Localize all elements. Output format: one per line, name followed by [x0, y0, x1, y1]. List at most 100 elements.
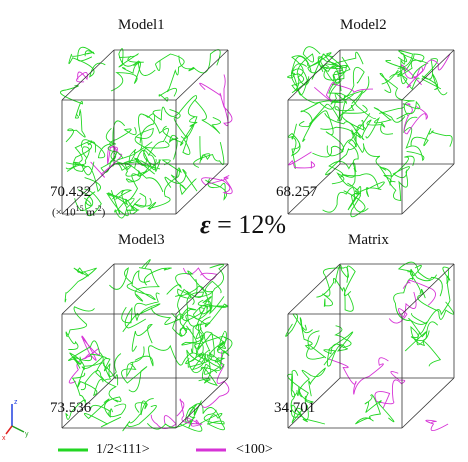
dislocation-100: [76, 71, 88, 83]
dislocation-111: [298, 367, 326, 398]
dislocation-111: [68, 340, 104, 369]
box-edge-depth: [401, 163, 455, 215]
dislocation-100: [402, 103, 428, 135]
axis-triad-icon: z y x: [2, 399, 29, 442]
dislocation-111: [341, 104, 368, 131]
dislocation-111: [291, 55, 312, 86]
dislocation-111: [177, 280, 222, 312]
panel-title-model1: Model1: [118, 17, 165, 33]
panel-title-matrix: Matrix: [348, 232, 389, 248]
dislocation-111: [112, 162, 164, 193]
dislocation-111: [197, 296, 229, 315]
dislocation-111: [186, 349, 218, 374]
dislocation-111: [158, 87, 177, 102]
dislocation-111: [306, 330, 327, 360]
dislocation-111: [324, 112, 387, 171]
dislocation-111: [287, 123, 301, 169]
dislocation-111: [194, 99, 221, 134]
dislocation-111: [134, 127, 157, 158]
dislocation-111: [334, 264, 356, 297]
dislocation-111: [381, 59, 406, 85]
dislocation-111: [389, 166, 410, 201]
density-model2: 68.257: [276, 184, 318, 200]
dislocation-111: [155, 53, 185, 93]
dislocation-111: [152, 95, 198, 139]
dislocation-111: [421, 58, 448, 96]
dislocation-111: [299, 317, 320, 350]
dislocation-111: [187, 345, 212, 369]
dislocation-111: [134, 259, 160, 302]
dislocation-100: [327, 357, 389, 395]
dislocation-111: [323, 325, 352, 366]
dislocation-111: [188, 400, 202, 428]
density-model3: 73.536: [50, 400, 92, 416]
dislocation-111: [118, 48, 156, 76]
dislocation-111: [193, 141, 225, 168]
dislocation-111: [168, 134, 179, 160]
legend-label-111: 1/2<111>: [96, 442, 150, 457]
dislocation-111: [194, 332, 225, 375]
dislocation-111: [290, 404, 326, 425]
dislocation-111: [298, 110, 366, 153]
dislocation-111: [121, 55, 144, 74]
box-edge-depth: [175, 163, 229, 215]
legend-label-100: <100>: [236, 442, 273, 457]
dislocations-model1: [60, 46, 233, 219]
strain-symbol: ε: [200, 210, 211, 239]
dislocation-111: [131, 323, 153, 352]
dislocation-111: [379, 72, 415, 116]
dislocation-111: [410, 128, 453, 147]
density-unit-note: (× 1015 m-2): [52, 204, 105, 219]
dislocation-111: [109, 267, 156, 301]
box-model1: [60, 46, 233, 219]
dislocation-111: [287, 63, 307, 92]
dislocation-111: [316, 278, 354, 312]
dislocation-111: [185, 316, 211, 365]
dislocation-111: [65, 140, 97, 170]
box-model2: [287, 46, 455, 218]
dislocation-111: [107, 189, 135, 211]
dislocation-111: [137, 154, 161, 172]
unit-mid: m: [83, 206, 95, 219]
dislocation-111: [328, 74, 377, 119]
dislocation-111: [322, 51, 364, 66]
dislocation-111: [129, 113, 156, 157]
box-edge-depth: [175, 377, 229, 429]
box-edge-depth: [287, 49, 341, 101]
dislocation-111: [65, 306, 95, 350]
dislocation-111: [65, 109, 86, 143]
dislocation-111: [354, 119, 394, 141]
box-edge-depth: [401, 263, 455, 315]
dislocation-111: [285, 313, 307, 337]
dislocation-111: [127, 197, 141, 215]
dislocation-111: [122, 405, 157, 432]
dislocation-111: [379, 100, 421, 120]
dislocation-111: [107, 120, 136, 163]
dislocation-111: [110, 61, 141, 92]
dislocation-100: [388, 291, 417, 324]
dislocation-111: [322, 266, 349, 307]
dislocation-111: [320, 126, 359, 172]
dislocation-111: [69, 352, 107, 371]
box-edge-depth: [287, 163, 341, 215]
box-edge-depth: [287, 377, 341, 429]
dislocation-111: [134, 114, 169, 169]
dislocation-111: [147, 159, 182, 211]
dislocation-111: [170, 168, 197, 196]
dislocation-111: [66, 146, 90, 166]
dislocation-111: [290, 369, 309, 420]
dislocation-111: [179, 304, 225, 333]
dislocation-111: [355, 394, 382, 425]
dislocation-111: [214, 330, 230, 370]
dislocation-111: [171, 288, 192, 321]
dislocation-111: [389, 50, 413, 84]
dislocation-111: [199, 136, 211, 164]
box-edge-depth: [175, 263, 229, 315]
box-matrix: [285, 261, 455, 432]
strain-value: = 12%: [210, 210, 286, 239]
dislocation-111: [347, 187, 369, 213]
dislocation-100: [150, 414, 177, 429]
dislocation-111: [291, 55, 322, 84]
